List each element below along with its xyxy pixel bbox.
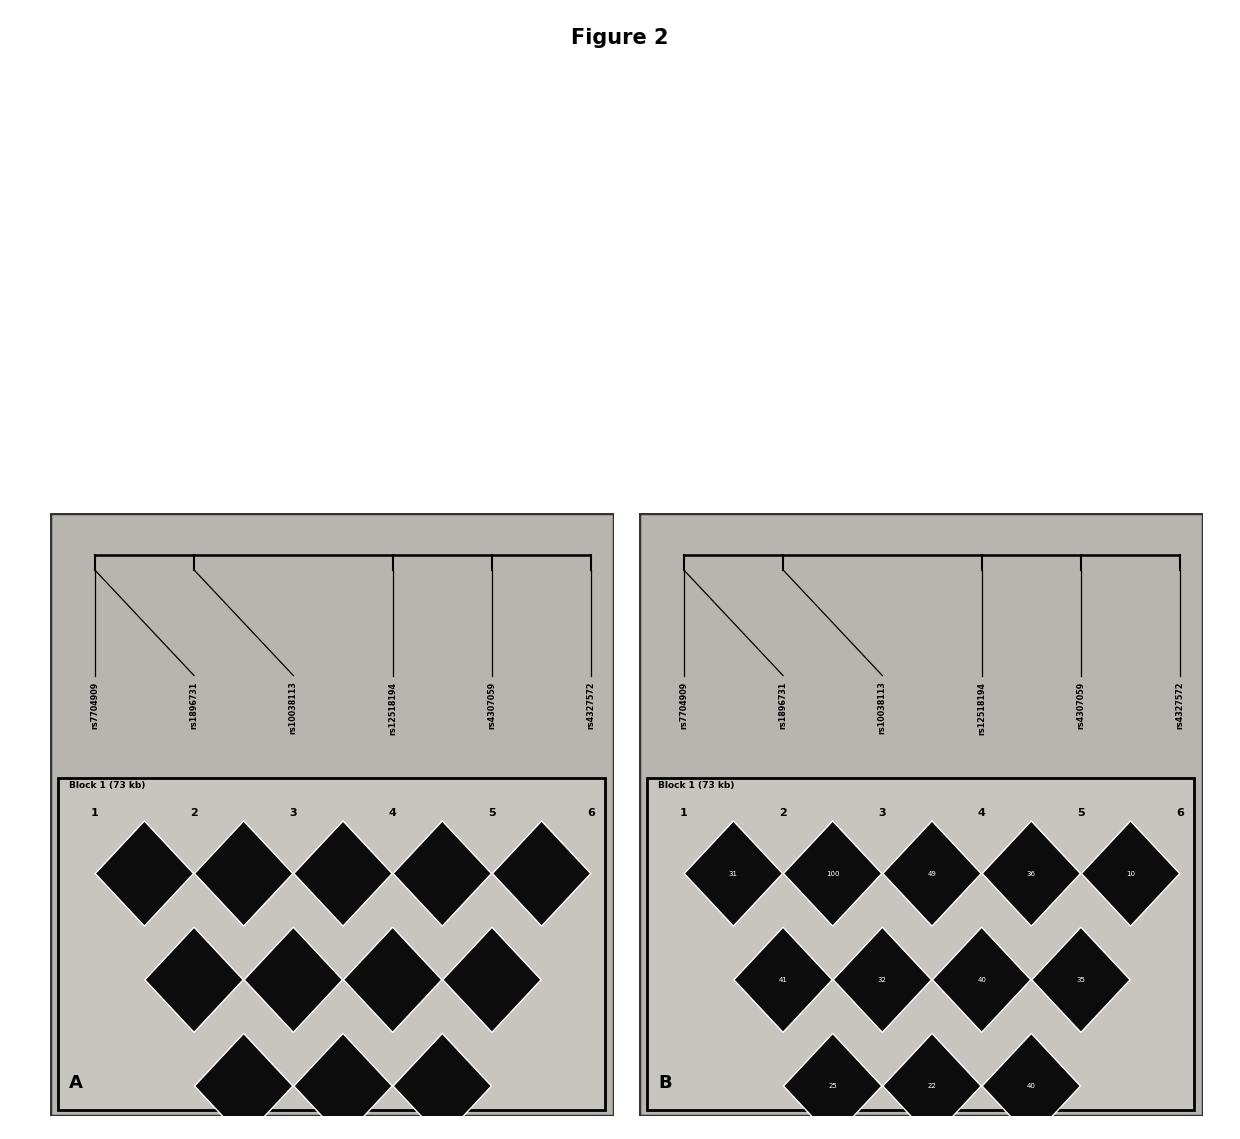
- Polygon shape: [784, 821, 882, 926]
- Text: B: B: [658, 1074, 672, 1092]
- Text: 5: 5: [1078, 809, 1085, 818]
- Text: 6: 6: [588, 809, 595, 818]
- Text: 40: 40: [1027, 1083, 1035, 1089]
- Polygon shape: [195, 1033, 293, 1139]
- Polygon shape: [734, 927, 832, 1032]
- Text: 36: 36: [1027, 870, 1035, 877]
- Text: rs12518194: rs12518194: [977, 681, 986, 735]
- Text: 32: 32: [878, 977, 887, 983]
- Text: rs7704909: rs7704909: [91, 681, 99, 729]
- Text: 3: 3: [878, 809, 887, 818]
- Polygon shape: [982, 821, 1080, 926]
- Text: rs10038113: rs10038113: [878, 681, 887, 735]
- Text: rs4327572: rs4327572: [587, 681, 595, 729]
- Text: rs4327572: rs4327572: [1176, 681, 1184, 729]
- Text: rs1896731: rs1896731: [779, 681, 787, 729]
- Polygon shape: [932, 927, 1030, 1032]
- Polygon shape: [145, 927, 243, 1032]
- Text: rs12518194: rs12518194: [388, 681, 397, 735]
- Polygon shape: [883, 1033, 981, 1139]
- Text: 3: 3: [289, 809, 298, 818]
- Bar: [58, 778, 605, 1111]
- Text: rs4307059: rs4307059: [487, 681, 496, 729]
- Text: 100: 100: [826, 870, 839, 877]
- Text: 35: 35: [1076, 977, 1085, 983]
- Text: 2: 2: [190, 809, 198, 818]
- Text: 4: 4: [977, 809, 986, 818]
- Polygon shape: [492, 821, 590, 926]
- Text: Figure 2: Figure 2: [572, 28, 668, 49]
- Text: rs1896731: rs1896731: [190, 681, 198, 729]
- Text: 2: 2: [779, 809, 787, 818]
- Polygon shape: [784, 1033, 882, 1139]
- Text: 31: 31: [729, 870, 738, 877]
- Polygon shape: [1081, 821, 1179, 926]
- Bar: [647, 778, 1194, 1111]
- Polygon shape: [393, 1033, 491, 1139]
- Polygon shape: [684, 821, 782, 926]
- Text: Block 1 (73 kb): Block 1 (73 kb): [658, 781, 735, 790]
- Text: 49: 49: [928, 870, 936, 877]
- Polygon shape: [443, 927, 541, 1032]
- Text: 22: 22: [928, 1083, 936, 1089]
- Polygon shape: [883, 821, 981, 926]
- Text: 1: 1: [91, 809, 99, 818]
- Text: 6: 6: [1177, 809, 1184, 818]
- Polygon shape: [294, 821, 392, 926]
- Text: 1: 1: [680, 809, 688, 818]
- Text: 10: 10: [1126, 870, 1135, 877]
- Polygon shape: [393, 821, 491, 926]
- Text: Block 1 (73 kb): Block 1 (73 kb): [69, 781, 146, 790]
- Text: 40: 40: [977, 977, 986, 983]
- Text: 5: 5: [489, 809, 496, 818]
- Polygon shape: [294, 1033, 392, 1139]
- Text: 25: 25: [828, 1083, 837, 1089]
- Polygon shape: [1032, 927, 1130, 1032]
- Polygon shape: [982, 1033, 1080, 1139]
- Polygon shape: [195, 821, 293, 926]
- Polygon shape: [244, 927, 342, 1032]
- Polygon shape: [833, 927, 931, 1032]
- Text: rs7704909: rs7704909: [680, 681, 688, 729]
- Text: 4: 4: [388, 809, 397, 818]
- Text: 41: 41: [779, 977, 787, 983]
- Polygon shape: [343, 927, 441, 1032]
- Polygon shape: [95, 821, 193, 926]
- Text: A: A: [69, 1074, 83, 1092]
- Text: rs4307059: rs4307059: [1076, 681, 1085, 729]
- Text: rs10038113: rs10038113: [289, 681, 298, 735]
